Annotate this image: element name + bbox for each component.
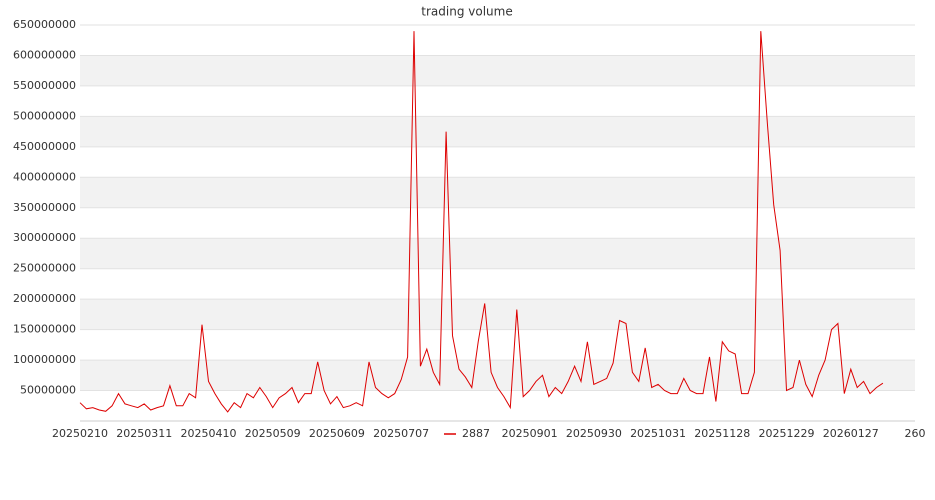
- grid-band: [80, 55, 915, 86]
- y-tick-label: 250000000: [13, 262, 76, 275]
- x-tick-label: 20250930: [566, 427, 622, 440]
- line: [79, 31, 884, 413]
- grid-band: [80, 238, 915, 269]
- y-tick-label: 650000000: [13, 18, 76, 31]
- x-tick-label: 20251031: [630, 427, 686, 440]
- grid-band: [80, 116, 915, 147]
- y-tick-label: 100000000: [13, 353, 76, 366]
- y-tick-label: 500000000: [13, 109, 76, 122]
- grid-band: [80, 360, 915, 391]
- x-tick-label: 20250707: [373, 427, 429, 440]
- chart-title: trading volume: [421, 5, 512, 19]
- y-tick-label: 50000000: [20, 384, 76, 397]
- y-tick-label: 350000000: [13, 201, 76, 214]
- grid-band: [80, 299, 915, 330]
- x-tick-label: 20250410: [180, 427, 236, 440]
- x-tick-label: 260: [905, 427, 926, 440]
- y-tick-label: 400000000: [13, 170, 76, 183]
- y-tick-label: 200000000: [13, 292, 76, 305]
- x-tick-label: 20250609: [309, 427, 365, 440]
- legend-label: 2887: [462, 427, 490, 440]
- y-tick-label: 450000000: [13, 140, 76, 153]
- y-tick-label: 600000000: [13, 48, 76, 61]
- x-tick-label: 20260127: [823, 427, 879, 440]
- x-tick-label: 20250901: [502, 427, 558, 440]
- y-tick-label: 150000000: [13, 323, 76, 336]
- y-tick-label: 300000000: [13, 231, 76, 244]
- x-tick-label: 20250311: [116, 427, 172, 440]
- x-tick-label: 20251128: [694, 427, 750, 440]
- x-tick-label: 20250509: [245, 427, 301, 440]
- grid-band: [80, 177, 915, 208]
- x-tick-label: 20251229: [759, 427, 815, 440]
- y-tick-label: 550000000: [13, 79, 76, 92]
- x-tick-label: 20250210: [52, 427, 108, 440]
